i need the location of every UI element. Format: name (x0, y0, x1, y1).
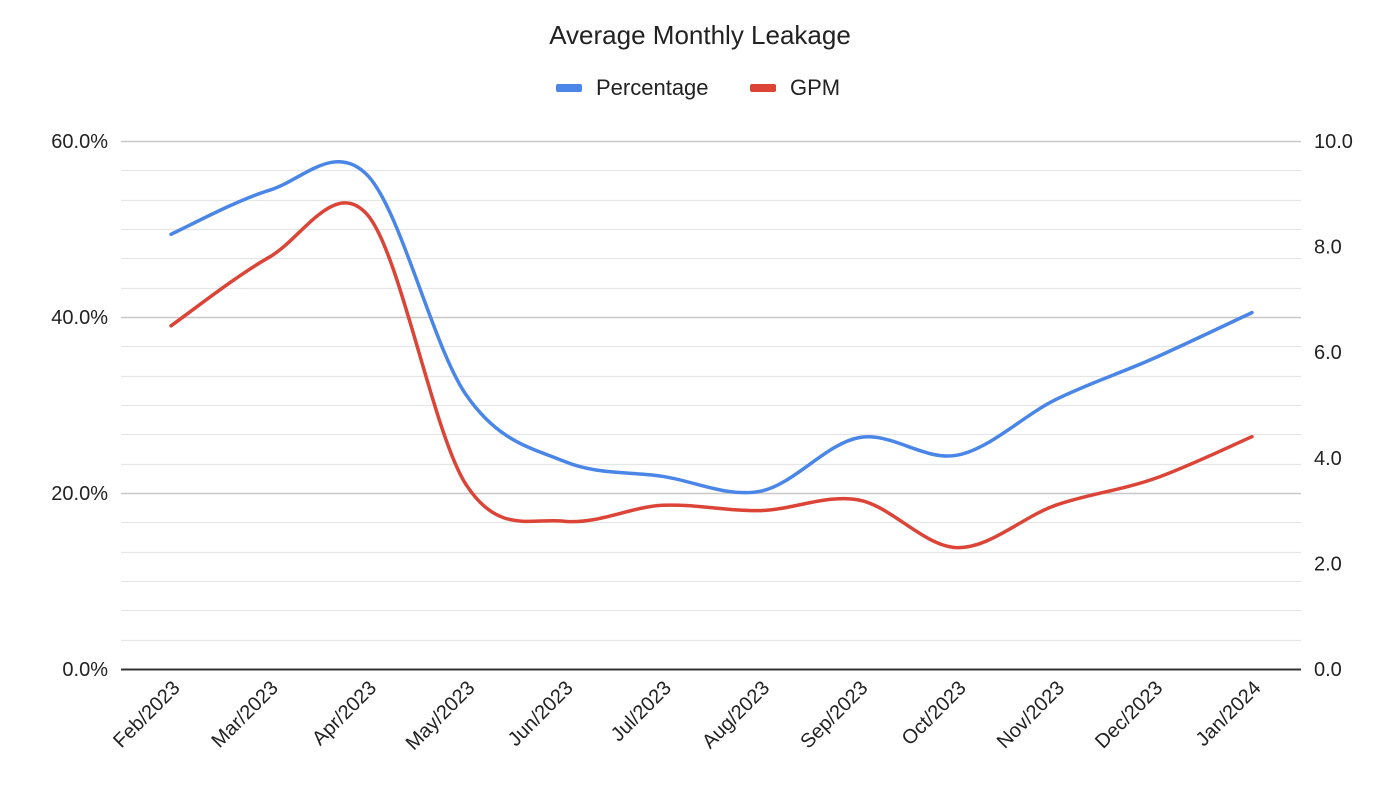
x-tick-label: Apr/2023 (308, 677, 381, 750)
x-axis-ticks: Feb/2023 Mar/2023 Apr/2023 May/2023 Jun/2023… (109, 677, 1265, 755)
x-tick-label: Feb/2023 (109, 677, 184, 752)
legend-label-gpm: GPM (790, 75, 840, 100)
left-tick-label: 40.0% (51, 307, 108, 329)
left-axis-ticks: 0.0% 20.0% 40.0% 60.0% (51, 131, 108, 681)
x-tick-label: Aug/2023 (698, 677, 774, 753)
x-tick-label: Oct/2023 (898, 677, 971, 750)
left-tick-label: 60.0% (51, 131, 108, 153)
x-tick-label: Sep/2023 (796, 677, 872, 753)
right-tick-label: 2.0 (1314, 553, 1342, 575)
x-tick-label: Mar/2023 (208, 677, 283, 752)
series-lines (169, 160, 1254, 550)
right-axis-ticks: 0.0 2.0 4.0 6.0 8.0 10.0 (1314, 131, 1353, 681)
right-tick-label: 4.0 (1314, 448, 1342, 470)
left-tick-label: 0.0% (62, 659, 108, 681)
x-tick-label: Jul/2023 (607, 677, 676, 746)
legend-swatch-percentage (556, 84, 582, 92)
legend: Percentage GPM (556, 75, 840, 100)
legend-label-percentage: Percentage (596, 75, 709, 100)
series-line-gpm (169, 201, 1254, 550)
left-tick-label: 20.0% (51, 483, 108, 505)
right-tick-label: 0.0 (1314, 659, 1342, 681)
right-tick-label: 8.0 (1314, 237, 1342, 259)
gridlines (121, 140, 1301, 642)
x-tick-label: May/2023 (402, 677, 480, 755)
right-tick-label: 6.0 (1314, 342, 1342, 364)
x-tick-label: Nov/2023 (993, 677, 1069, 753)
x-tick-label: Dec/2023 (1091, 677, 1167, 753)
chart-title: Average Monthly Leakage (549, 20, 851, 50)
x-tick-label: Jun/2023 (504, 677, 578, 751)
series-line-percentage (169, 160, 1254, 495)
legend-swatch-gpm (750, 84, 776, 92)
right-tick-label: 10.0 (1314, 131, 1353, 153)
x-tick-label: Jan/2024 (1192, 677, 1266, 751)
